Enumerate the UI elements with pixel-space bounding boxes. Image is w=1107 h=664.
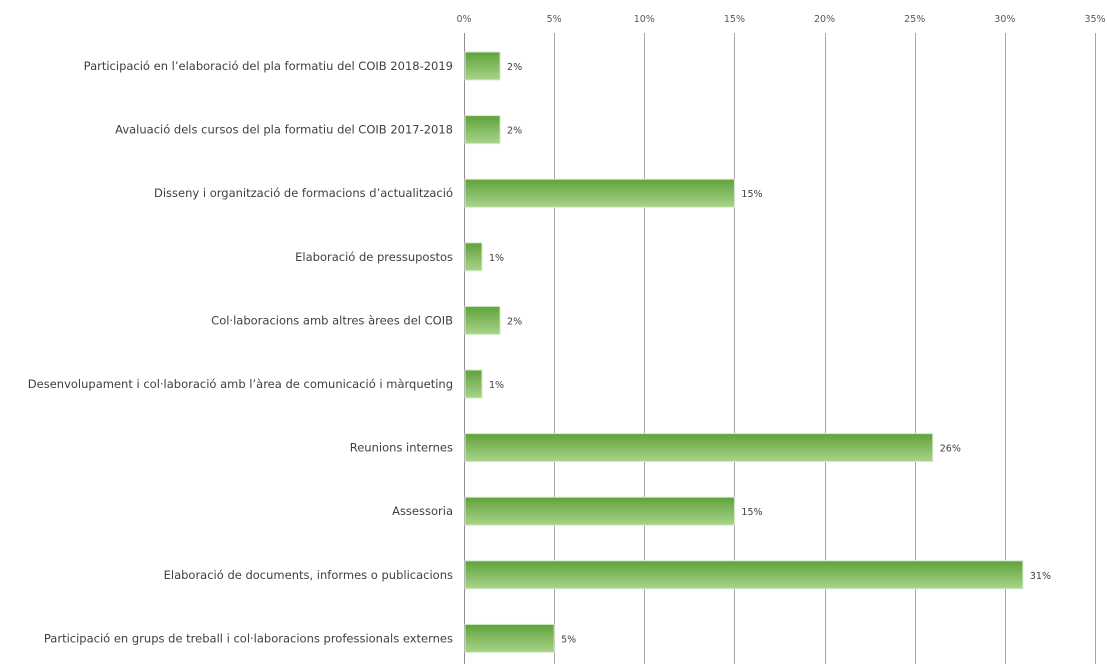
- x-tick-label: 20%: [814, 14, 835, 25]
- data-label: 15%: [741, 189, 762, 200]
- category-labels: Participació en l’elaboració del pla for…: [28, 59, 453, 645]
- category-label: Avaluació dels cursos del pla formatiu d…: [115, 123, 453, 137]
- category-label: Reunions internes: [350, 441, 453, 455]
- gridlines: [464, 33, 1096, 664]
- category-label: Participació en grups de treball i col·l…: [44, 631, 453, 645]
- x-tick-label: 30%: [994, 14, 1015, 25]
- bars: [464, 51, 1024, 653]
- category-label: Elaboració de documents, informes o publ…: [164, 568, 453, 582]
- data-label: 2%: [507, 316, 522, 327]
- bar: [464, 178, 735, 208]
- bar: [464, 369, 483, 399]
- data-label: 1%: [489, 253, 504, 264]
- bar: [464, 115, 501, 145]
- bar: [464, 51, 501, 81]
- category-label: Elaboració de pressupostos: [295, 250, 453, 264]
- data-label: 2%: [507, 62, 522, 73]
- data-label: 31%: [1030, 571, 1051, 582]
- x-tick-label: 35%: [1084, 14, 1105, 25]
- bar: [464, 496, 735, 526]
- bar: [464, 242, 483, 272]
- data-label: 26%: [940, 444, 961, 455]
- bar: [464, 623, 555, 653]
- x-tick-label: 5%: [547, 14, 562, 25]
- data-labels: 2% 2% 15% 1% 2% 1% 26% 15% 31% 5%: [489, 62, 1051, 645]
- data-label: 15%: [741, 507, 762, 518]
- x-axis-ticks: 0% 5% 10% 15% 20% 25% 30% 35%: [456, 14, 1105, 25]
- x-tick-label: 25%: [904, 14, 925, 25]
- category-label: Col·laboracions amb altres àrees del COI…: [211, 313, 453, 327]
- data-label: 5%: [561, 634, 576, 645]
- data-label: 1%: [489, 380, 504, 391]
- x-tick-label: 15%: [724, 14, 745, 25]
- bar: [464, 305, 501, 335]
- bar: [464, 433, 934, 463]
- x-tick-label: 10%: [634, 14, 655, 25]
- category-label: Participació en l’elaboració del pla for…: [84, 59, 453, 73]
- category-label: Assessoria: [392, 504, 453, 518]
- category-label: Desenvolupament i col·laboració amb l’àr…: [28, 377, 453, 391]
- x-tick-label: 0%: [456, 14, 471, 25]
- bar: [464, 560, 1024, 590]
- data-label: 2%: [507, 126, 522, 137]
- category-label: Disseny i organització de formacions d’a…: [154, 186, 453, 200]
